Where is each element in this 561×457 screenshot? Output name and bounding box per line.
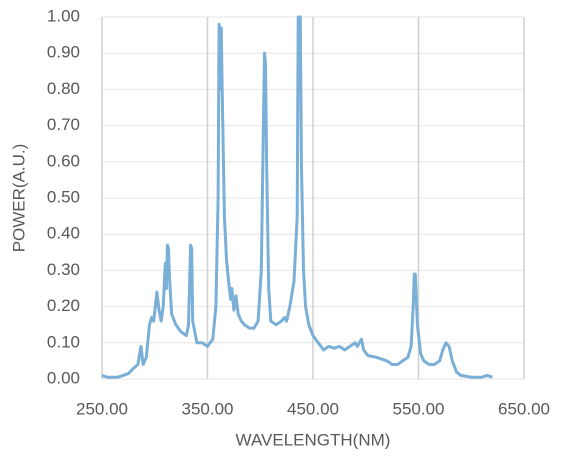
y-tick-label: 0.50 [47,187,80,206]
y-tick-label: 0.10 [47,332,80,351]
y-axis-label: POWER(A.U.) [9,144,28,253]
spectrum-line [101,15,493,379]
x-axis-label: WAVELENGTH(NM) [236,430,391,449]
y-tick-label: 0.00 [47,368,80,387]
y-tick-label: 1.00 [47,6,80,25]
y-tick-label: 0.40 [47,224,80,243]
y-tick-label: 0.90 [47,43,80,62]
x-tick-label: 450.00 [287,399,339,418]
x-tick-label: 650.00 [498,399,550,418]
y-tick-label: 0.20 [47,296,80,315]
y-tick-label: 0.70 [47,115,80,134]
x-tick-label: 550.00 [393,399,445,418]
y-tick-label: 0.60 [47,151,80,170]
y-tick-label: 0.80 [47,79,80,98]
x-tick-label: 350.00 [182,399,234,418]
y-tick-label: 0.30 [47,260,80,279]
x-tick-label: 250.00 [76,399,128,418]
